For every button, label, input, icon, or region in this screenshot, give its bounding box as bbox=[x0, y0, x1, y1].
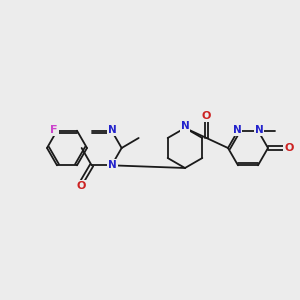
Text: N: N bbox=[108, 125, 117, 135]
Text: F: F bbox=[50, 125, 58, 135]
Text: O: O bbox=[284, 143, 294, 153]
Text: N: N bbox=[181, 121, 189, 131]
Text: N: N bbox=[255, 125, 263, 135]
Text: O: O bbox=[77, 181, 86, 191]
Text: N: N bbox=[232, 125, 242, 135]
Text: N: N bbox=[108, 160, 117, 170]
Text: O: O bbox=[202, 111, 211, 121]
